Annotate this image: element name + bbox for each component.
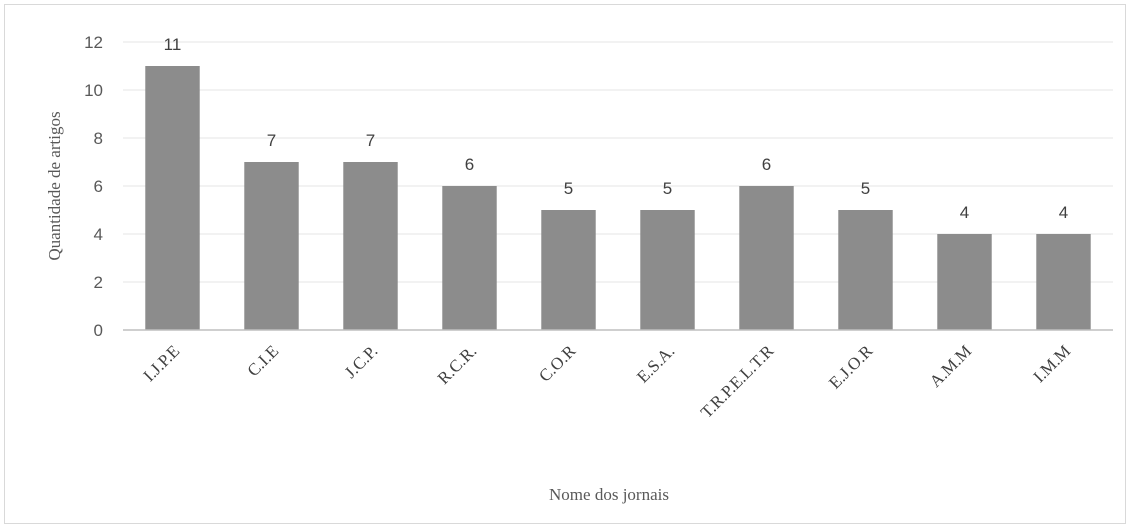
data-label: 5 (861, 179, 870, 198)
data-label: 6 (762, 155, 771, 174)
data-label: 5 (564, 179, 573, 198)
data-label: 7 (267, 131, 276, 150)
x-category-label: I.J.P.E (139, 341, 183, 385)
bar-E.J.O.R (838, 210, 893, 330)
x-category-label: I.M.M (1029, 341, 1074, 386)
bars (145, 66, 1091, 330)
y-tick-label: 12 (84, 33, 103, 52)
data-label: 11 (164, 35, 182, 54)
data-label: 6 (465, 155, 474, 174)
bar-T.R.P.E.L.T.R (739, 186, 794, 330)
y-axis-ticks: 0 2 4 6 8 10 12 (84, 33, 103, 340)
x-category-label: E.J.O.R (825, 341, 877, 393)
x-category-label: A.M.M (926, 341, 976, 391)
y-tick-label: 10 (84, 81, 103, 100)
bar-E.S.A. (640, 210, 695, 330)
data-labels: 11 7 7 6 5 5 6 5 4 4 (164, 35, 1069, 222)
bar-J.C.P. (343, 162, 398, 330)
x-category-label: T.R.P.E.L.T.R (697, 341, 778, 422)
y-axis-title: Quantidade de artigos (45, 111, 64, 260)
bar-C.I.E (244, 162, 299, 330)
data-label: 4 (1059, 203, 1068, 222)
x-category-label: C.I.E (244, 341, 283, 380)
y-tick-label: 0 (94, 321, 103, 340)
x-axis-categories: I.J.P.E C.I.E J.C.P. R.C.R. C.O.R E.S.A. T.R.P… (139, 341, 1074, 422)
y-tick-label: 2 (94, 273, 103, 292)
y-tick-label: 4 (94, 225, 103, 244)
data-label: 4 (960, 203, 969, 222)
data-label: 7 (366, 131, 375, 150)
bar-I.J.P.E (145, 66, 200, 330)
bar-R.C.R. (442, 186, 497, 330)
bar-C.O.R (541, 210, 596, 330)
x-category-label: E.S.A. (633, 341, 678, 386)
data-label: 5 (663, 179, 672, 198)
x-category-label: J.C.P. (341, 341, 382, 382)
bar-I.M.M (1036, 234, 1091, 330)
y-tick-label: 6 (94, 177, 103, 196)
x-axis-title: Nome dos jornais (549, 485, 669, 504)
x-category-label: C.O.R (535, 341, 580, 386)
y-tick-label: 8 (94, 129, 103, 148)
bar-A.M.M (937, 234, 992, 330)
x-category-label: R.C.R. (434, 341, 481, 388)
